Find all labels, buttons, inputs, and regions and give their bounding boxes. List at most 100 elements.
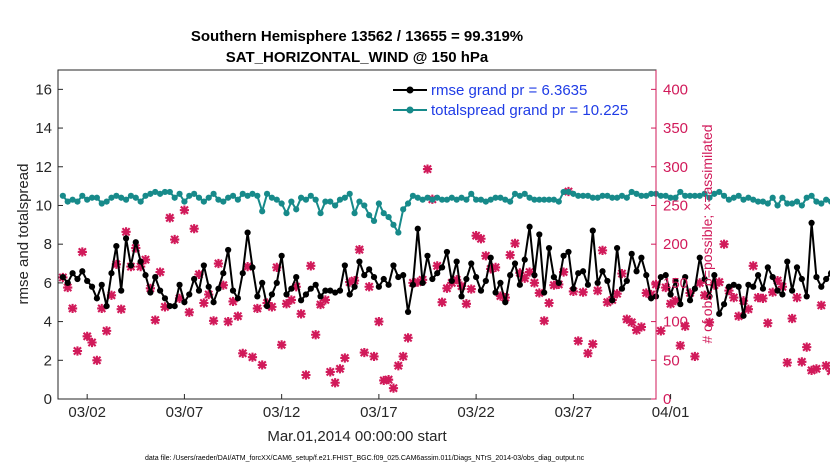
obs-assimilated-point	[661, 282, 671, 293]
totalspread-point	[268, 194, 276, 201]
y-tick-label: 8	[44, 236, 52, 253]
obs-assimilated-point	[82, 331, 92, 341]
totalspread-point	[205, 194, 212, 201]
obs-assimilated-point	[685, 288, 695, 298]
rmse-point	[93, 295, 100, 302]
totalspread-point	[516, 192, 523, 199]
totalspread-point	[220, 198, 227, 205]
obs-assimilated-point	[763, 318, 773, 328]
obs-assimilated-point	[92, 355, 102, 365]
rmse-point	[137, 258, 144, 265]
totalspread-point	[380, 210, 387, 217]
rmse-point	[803, 293, 810, 300]
totalspread-point	[579, 192, 587, 199]
rmse-point	[735, 283, 742, 290]
rmse-point	[507, 272, 514, 279]
totalspread-point	[88, 194, 96, 201]
totalspread-point	[599, 192, 606, 199]
totalspread-point	[375, 200, 382, 207]
x-tick-label: 04/01	[652, 404, 690, 421]
obs-assimilated-point	[106, 290, 117, 300]
obs-assimilated-point	[393, 361, 403, 371]
obs-assimilated-point	[67, 303, 78, 314]
rmse-point	[205, 283, 212, 290]
rmse-point	[560, 252, 567, 259]
obs-assimilated-point	[714, 277, 724, 287]
totalspread-point	[808, 192, 815, 199]
rmse-point	[375, 283, 382, 290]
totalspread-point	[254, 192, 261, 199]
obs-assimilated-point	[218, 280, 228, 290]
totalspread-point	[477, 196, 485, 203]
rmse-point	[443, 248, 451, 256]
rmse-point	[273, 279, 280, 286]
obs-assimilated-point	[656, 326, 666, 336]
obs-assimilated-point	[243, 262, 253, 272]
rmse-point	[244, 229, 251, 236]
rmse-point	[118, 287, 125, 294]
totalspread-point	[643, 192, 650, 199]
rmse-point	[827, 270, 830, 277]
totalspread-point	[400, 206, 407, 213]
totalspread-point	[414, 194, 421, 201]
obs-assimilated-point	[77, 247, 87, 257]
totalspread-point	[740, 196, 747, 203]
totalspread-point	[614, 194, 621, 201]
obs-assimilated-point	[524, 267, 535, 277]
rmse-point	[720, 301, 728, 308]
totalspread-point	[127, 192, 135, 199]
rmse-point	[74, 275, 81, 283]
legend-spread-marker	[406, 106, 414, 114]
rmse-point	[643, 272, 650, 279]
totalspread-point	[638, 192, 645, 199]
obs-assimilated-point	[758, 293, 768, 303]
totalspread-point	[259, 208, 266, 215]
y2-tick-label: 50	[663, 352, 680, 369]
obs-assimilated-point	[165, 213, 175, 223]
totalspread-point	[191, 190, 198, 197]
totalspread-point	[541, 196, 548, 203]
totalspread-point	[98, 200, 105, 207]
obs-assimilated-point	[636, 322, 647, 332]
totalspread-point	[166, 188, 173, 196]
rmse-point	[716, 310, 723, 317]
totalspread-point	[161, 188, 169, 196]
legend-rmse-label: rmse grand pr = 6.3635	[431, 82, 587, 99]
rmse-point	[565, 248, 572, 256]
rmse-point	[84, 277, 91, 285]
rmse-point	[502, 299, 509, 306]
rmse-point	[419, 279, 426, 286]
rmse-point	[429, 275, 436, 283]
totalspread-point	[754, 198, 762, 205]
obs-assimilated-point	[816, 300, 826, 310]
rmse-point	[400, 272, 407, 279]
totalspread-point	[137, 198, 144, 205]
totalspread-point	[370, 217, 378, 225]
obs-assimilated-point	[301, 370, 311, 380]
obs-assimilated-point	[622, 314, 632, 324]
obs-assimilated-point	[267, 302, 277, 312]
totalspread-point	[550, 196, 558, 203]
obs-assimilated-point	[379, 375, 389, 386]
obs-assimilated-point	[136, 262, 146, 272]
totalspread-point	[429, 196, 436, 203]
rmse-point	[142, 272, 149, 279]
totalspread-point	[59, 192, 66, 199]
y-tick-label: 6	[44, 275, 52, 292]
rmse-point	[789, 287, 796, 294]
rmse-point	[638, 254, 645, 261]
rmse-point	[98, 281, 105, 288]
obs-assimilated-point	[806, 365, 817, 375]
totalspread-point	[171, 194, 178, 201]
obs-assimilated-point	[602, 297, 612, 307]
rmse-point	[823, 275, 830, 283]
rmse-point	[584, 281, 592, 288]
rmse-point	[108, 270, 115, 277]
totalspread-point	[759, 198, 767, 205]
obs-assimilated-point	[544, 298, 554, 308]
rmse-point	[774, 287, 781, 294]
rmse-point	[575, 270, 582, 277]
totalspread-point	[332, 202, 339, 209]
totalspread-point	[774, 202, 781, 209]
